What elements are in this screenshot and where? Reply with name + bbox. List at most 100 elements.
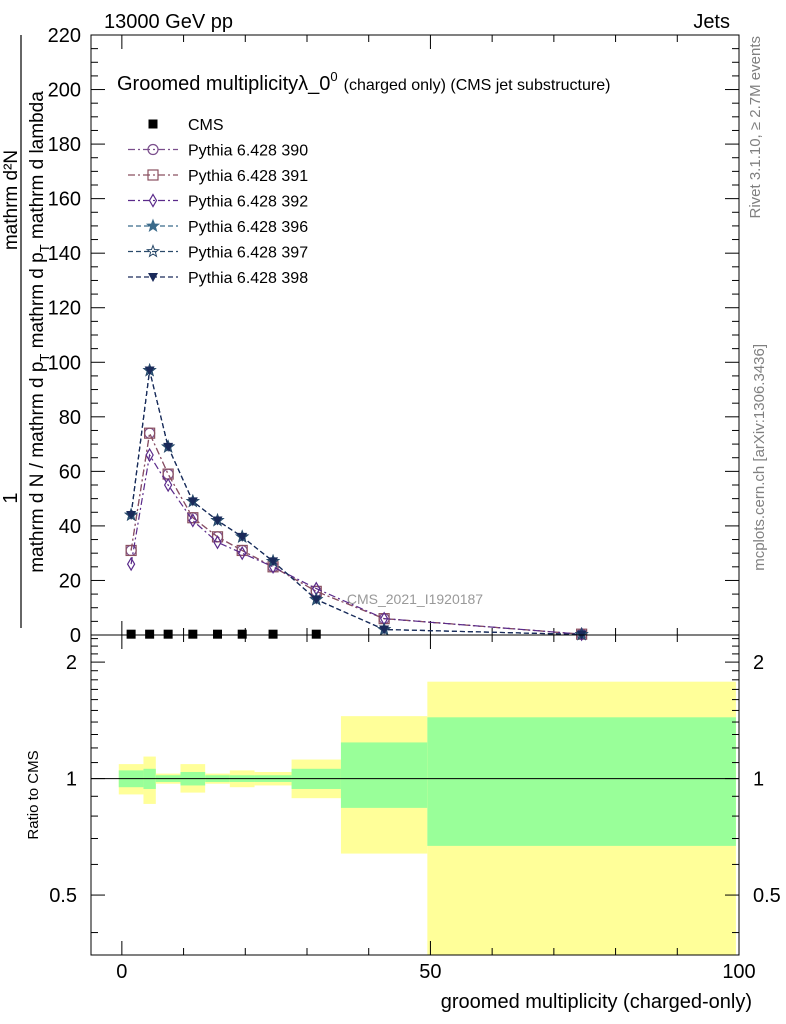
- y-tick-label: 40: [59, 516, 81, 538]
- legend: CMS Pythia 6.428 390 Pythia 6.428 391 Pythi…: [128, 117, 308, 287]
- ratio-band-green: [427, 717, 736, 846]
- legend-label: Pythia 6.428 391: [188, 168, 308, 185]
- data-point: [145, 447, 154, 463]
- data-point: [162, 468, 174, 480]
- x-tick-label: 50: [419, 961, 441, 983]
- ratio-y-tick-label: 0.5: [49, 885, 77, 907]
- main-y-label: 1 mathrm d N / mathrm d pT mathrm d pT m…: [0, 35, 52, 628]
- ratio-y-label: Ratio to CMS: [25, 750, 42, 839]
- legend-label: Pythia 6.428 398: [188, 270, 308, 287]
- series-2: [125, 427, 588, 640]
- data-point: [163, 629, 173, 639]
- data-point: [268, 557, 279, 567]
- main-y-ticks: 0 20 40 60 80 100 120 140 160 180 200 220: [48, 25, 740, 647]
- y-label-denominator: mathrm d N / mathrm d pT mathrm d pT mat…: [27, 91, 52, 573]
- legend-label: Pythia 6.428 396: [188, 219, 308, 236]
- data-point: [144, 427, 156, 439]
- data-point: [187, 512, 199, 524]
- data-point: [144, 366, 155, 376]
- chart-title-suffix: (charged only) (CMS jet substructure): [344, 77, 611, 94]
- x-tick-label: 0: [116, 961, 127, 983]
- y-label-numerator: mathrm d²N: [1, 150, 22, 250]
- legend-marker: [148, 193, 158, 208]
- ratio-panel: 0.5 0.5 1 1 2 2 0 50 100 Ratio to CMS groomed mu…: [25, 634, 781, 1013]
- chart-title-main: Groomed multiplicity: [117, 73, 298, 95]
- series-3: [126, 447, 586, 642]
- header-left: 13000 GeV pp: [104, 11, 233, 33]
- data-point: [163, 442, 174, 452]
- watermark: CMS_2021_I1920187: [347, 591, 483, 607]
- legend-entry: Pythia 6.428 391: [128, 168, 308, 185]
- series-6: [126, 366, 587, 640]
- ratio-y-tick-label: 2: [66, 652, 77, 674]
- series-line: [130, 431, 582, 635]
- y-tick-label: 80: [59, 407, 81, 429]
- chart-title-lambda: λ_0: [298, 73, 330, 95]
- ratio-panel-frame: [90, 634, 740, 956]
- x-axis-label: groomed multiplicity (charged-only): [441, 991, 752, 1013]
- data-point: [268, 629, 278, 639]
- data-point: [126, 556, 136, 572]
- series-0: [126, 629, 321, 639]
- header-right: Jets: [693, 11, 730, 33]
- legend-label: Pythia 6.428 397: [188, 245, 308, 262]
- data-point: [187, 497, 198, 507]
- ratio-y-tick-label: 1: [66, 769, 77, 791]
- y-label-den-a: mathrm d N / mathrm d p: [27, 362, 48, 573]
- legend-label: Pythia 6.428 390: [188, 143, 308, 160]
- data-point: [125, 544, 137, 557]
- y-label-den-sub: T: [37, 354, 52, 362]
- legend-label: Pythia 6.428 392: [188, 194, 308, 211]
- mcplots-label: mcplots.cern.ch [arXiv:1306.3436]: [751, 344, 768, 571]
- chart-title-sup: 0: [330, 69, 337, 84]
- data-point: [188, 629, 198, 639]
- data-point: [212, 516, 223, 526]
- main-series: [124, 363, 589, 642]
- data-point: [163, 477, 173, 493]
- data-point: [311, 629, 321, 639]
- series-line: [130, 370, 582, 636]
- legend-label: CMS: [188, 117, 224, 134]
- data-point: [213, 535, 222, 550]
- ratio-bands: [118, 681, 736, 955]
- ratio-y-tick-label-right: 1: [753, 769, 764, 791]
- ratio-band-green: [340, 742, 428, 808]
- data-point: [237, 532, 248, 542]
- x-tick-label: 100: [722, 961, 755, 983]
- legend-marker: [145, 244, 161, 258]
- legend-entry: Pythia 6.428 398: [128, 270, 308, 287]
- ratio-y-tick-label-right: 2: [753, 652, 764, 674]
- legend-entry: Pythia 6.428 396: [128, 218, 308, 236]
- data-point: [126, 511, 137, 520]
- y-label-den-b: mathrm d p: [27, 252, 48, 353]
- y-tick-label: 0: [70, 625, 81, 647]
- y-label-den-c: mathrm d lambda: [27, 91, 48, 245]
- y-tick-label: 220: [48, 25, 81, 47]
- data-point: [145, 629, 155, 639]
- legend-entry: Pythia 6.428 392: [128, 193, 308, 211]
- series-line: [130, 453, 582, 635]
- chart-title: Groomed multiplicityλ_00 (charged only) (…: [117, 69, 610, 95]
- y-tick-label: 20: [59, 570, 81, 592]
- legend-marker: [145, 218, 161, 233]
- data-point: [379, 625, 390, 635]
- data-point: [213, 629, 223, 639]
- legend-entry: Pythia 6.428 390: [128, 143, 308, 160]
- y-tick-label: 160: [48, 189, 81, 211]
- data-point: [126, 629, 136, 639]
- data-point: [188, 513, 198, 528]
- legend-marker: [148, 119, 158, 129]
- y-label-one: 1: [0, 492, 22, 503]
- ratio-ticks: 0.5 0.5 1 1 2 2 0 50 100: [49, 635, 781, 983]
- legend-marker: [147, 143, 159, 156]
- data-point: [237, 629, 247, 639]
- y-label-den-sub2: T: [37, 244, 52, 252]
- y-tick-label: 200: [48, 80, 81, 102]
- main-panel: 0 20 40 60 80 100 120 140 160 180 200 220 CMS_2021_…: [48, 25, 740, 647]
- rivet-label: Rivet 3.1.10, ≥ 2.7M events: [747, 36, 764, 219]
- data-point: [311, 595, 322, 605]
- legend-marker: [148, 273, 158, 282]
- y-tick-label: 60: [59, 461, 81, 483]
- y-tick-label: 120: [48, 298, 81, 320]
